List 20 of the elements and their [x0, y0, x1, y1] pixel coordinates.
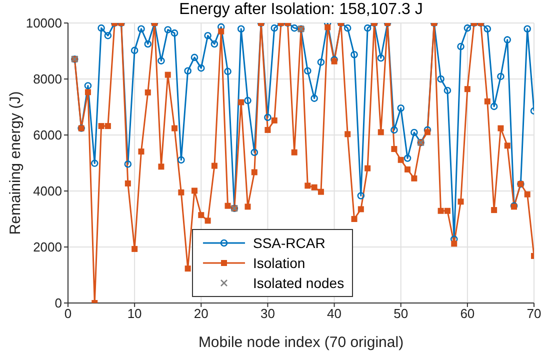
legend-label: Isolated nodes: [253, 275, 344, 291]
legend-label: SSA-RCAR: [253, 235, 326, 251]
x-tick-label: 20: [194, 306, 208, 322]
y-tick-label: 4000: [33, 184, 62, 199]
x-tick-label: 30: [260, 306, 275, 322]
x-tick-label: 40: [327, 306, 342, 322]
x-tick-label: 50: [394, 306, 408, 322]
x-axis-title: Mobile node index (70 original): [198, 334, 404, 351]
y-tick-label: 6000: [33, 128, 62, 143]
y-tick-label: 8000: [33, 72, 62, 87]
x-tick-label: 70: [526, 306, 542, 322]
x-tick-label: 10: [127, 306, 142, 322]
y-axis-title: Remaining energy (J): [6, 91, 24, 235]
chart-title: Energy after Isolation: 158,107.3 J: [178, 1, 424, 19]
y-tick-label: 2000: [33, 240, 62, 255]
y-tick-label: 10000: [26, 16, 62, 31]
x-tick-label: 0: [64, 306, 72, 322]
legend-label: Isolation: [253, 255, 306, 271]
x-tick-label: 60: [460, 306, 475, 322]
y-tick-label: 0: [54, 296, 62, 311]
